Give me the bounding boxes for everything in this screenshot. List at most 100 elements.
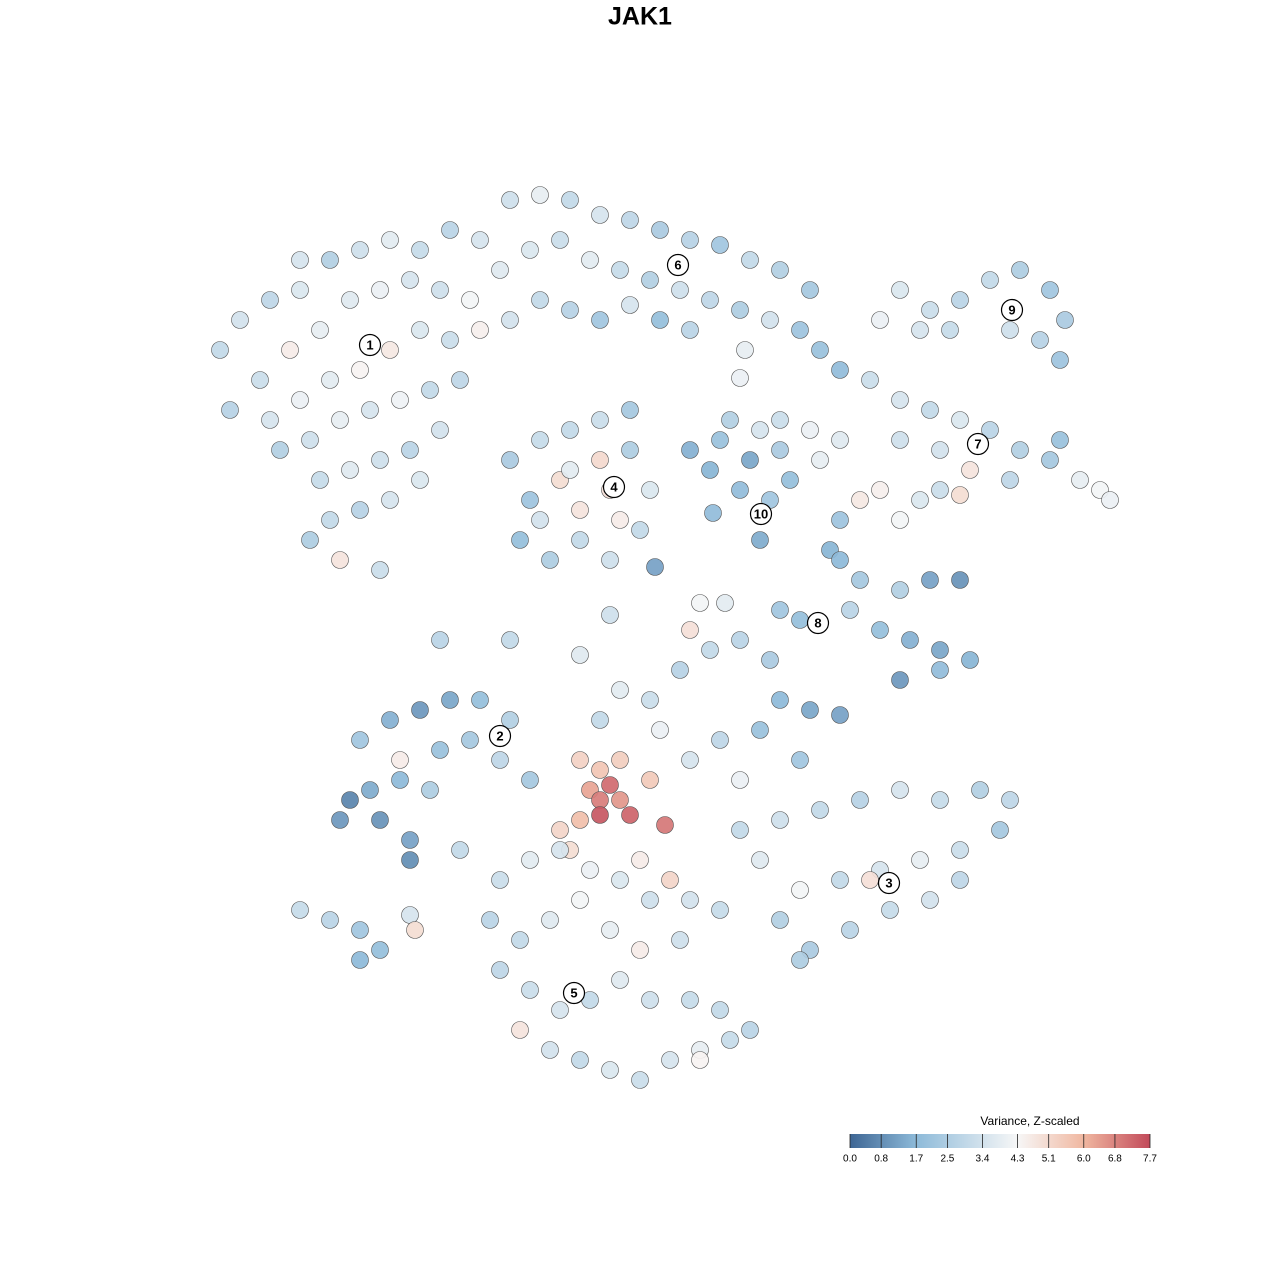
point	[1001, 791, 1019, 809]
colorbar-tick-label: 2.5	[940, 1154, 954, 1165]
colorbar-tick-label: 6.8	[1108, 1154, 1122, 1165]
point	[711, 431, 729, 449]
cluster-badge	[602, 475, 626, 499]
cluster-label: 5	[570, 985, 577, 1000]
colorbar-tick-label: 6.0	[1077, 1154, 1091, 1165]
point	[656, 816, 674, 834]
colorbar-tick-label: 7.7	[1143, 1154, 1157, 1165]
point	[351, 361, 369, 379]
point	[591, 806, 609, 824]
point	[521, 851, 539, 869]
point	[631, 941, 649, 959]
point	[891, 431, 909, 449]
point	[471, 691, 489, 709]
point	[641, 771, 659, 789]
cluster-badge	[966, 432, 990, 456]
point	[921, 571, 939, 589]
point	[571, 1051, 589, 1069]
point	[521, 771, 539, 789]
point	[741, 251, 759, 269]
point	[501, 631, 519, 649]
point	[931, 481, 949, 499]
point	[331, 551, 349, 569]
point	[791, 881, 809, 899]
point	[531, 431, 549, 449]
cluster-label: 3	[885, 875, 892, 890]
colorbar-tick-label: 0.0	[843, 1154, 857, 1165]
point	[801, 281, 819, 299]
point	[331, 811, 349, 829]
point	[371, 561, 389, 579]
point	[381, 711, 399, 729]
point	[381, 491, 399, 509]
point	[711, 731, 729, 749]
point	[801, 701, 819, 719]
point	[391, 391, 409, 409]
point	[891, 281, 909, 299]
point	[811, 451, 829, 469]
point	[401, 906, 419, 924]
point	[441, 691, 459, 709]
point	[771, 411, 789, 429]
point	[751, 721, 769, 739]
point	[571, 891, 589, 909]
point	[951, 871, 969, 889]
point	[511, 931, 529, 949]
point	[631, 521, 649, 539]
point	[711, 901, 729, 919]
point	[431, 741, 449, 759]
point	[371, 281, 389, 299]
point	[381, 231, 399, 249]
point	[681, 991, 699, 1009]
point	[291, 391, 309, 409]
point	[771, 441, 789, 459]
point	[921, 891, 939, 909]
point	[1011, 261, 1029, 279]
point	[591, 206, 609, 224]
point	[981, 421, 999, 439]
point	[421, 781, 439, 799]
point	[611, 681, 629, 699]
point	[561, 421, 579, 439]
point	[301, 431, 319, 449]
point	[651, 721, 669, 739]
cluster-badge	[749, 502, 773, 526]
point	[831, 706, 849, 724]
point	[581, 861, 599, 879]
point	[541, 1041, 559, 1059]
point	[261, 291, 279, 309]
point	[671, 661, 689, 679]
point	[611, 751, 629, 769]
point	[641, 481, 659, 499]
cluster-label: 10	[754, 506, 768, 521]
cluster-label: 2	[496, 728, 503, 743]
point	[371, 451, 389, 469]
point	[521, 241, 539, 259]
point	[641, 271, 659, 289]
point	[591, 451, 609, 469]
point	[221, 401, 239, 419]
point	[371, 941, 389, 959]
point	[851, 791, 869, 809]
colorbar-tick-label: 0.8	[874, 1154, 888, 1165]
point	[651, 221, 669, 239]
point	[411, 321, 429, 339]
point	[571, 501, 589, 519]
cluster-badge	[1000, 298, 1024, 322]
point	[501, 711, 519, 729]
point	[601, 606, 619, 624]
point	[1011, 441, 1029, 459]
cluster-badge	[877, 871, 901, 895]
point	[861, 871, 879, 889]
cluster-badge	[806, 611, 830, 635]
point	[681, 751, 699, 769]
point	[561, 191, 579, 209]
point	[311, 321, 329, 339]
point	[561, 301, 579, 319]
point	[941, 321, 959, 339]
chart-title: JAK1	[608, 3, 672, 31]
point	[671, 931, 689, 949]
point	[521, 491, 539, 509]
point	[951, 411, 969, 429]
point	[771, 261, 789, 279]
